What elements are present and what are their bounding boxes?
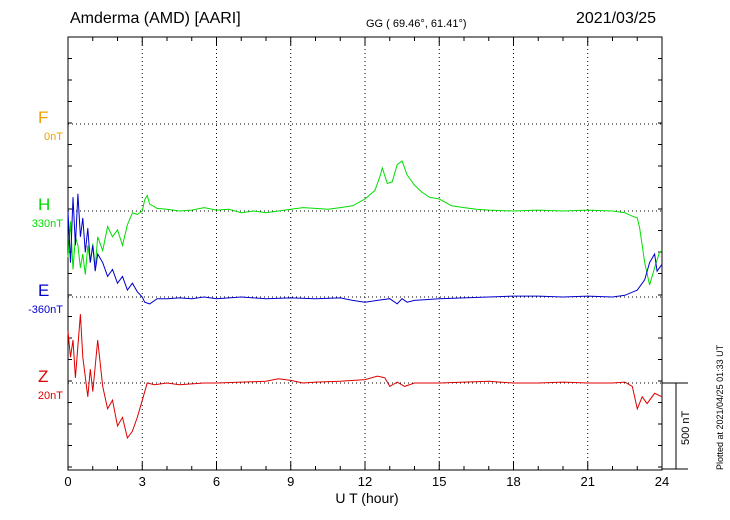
component-z-label: Z	[38, 367, 49, 386]
series-h-line	[67, 160, 663, 286]
component-e-baseline: -360nT	[28, 304, 63, 316]
x-tick-label: 21	[581, 474, 595, 489]
x-tick-label: 24	[655, 474, 669, 489]
x-tick-label: 9	[287, 474, 294, 489]
scale-bar-label: 500 nT	[680, 410, 692, 445]
x-tick-label: 15	[432, 474, 446, 489]
series-z-line	[67, 314, 663, 440]
component-z-baseline: 20nT	[37, 390, 63, 402]
component-h-baseline: 330nT	[31, 218, 63, 230]
component-f-label: F	[38, 108, 49, 127]
x-tick-label: 3	[139, 474, 146, 489]
x-axis-label: U T (hour)	[335, 490, 399, 506]
plot-date: 2021/03/25	[576, 10, 657, 27]
component-f-baseline: 0nT	[44, 131, 63, 143]
x-tick-label: 12	[358, 474, 372, 489]
component-h-label: H	[38, 195, 51, 214]
station-title: Amderma (AMD) [AARI]	[70, 10, 241, 27]
component-e-label: E	[38, 281, 50, 300]
series-e-line	[67, 193, 663, 305]
x-tick-label: 0	[64, 474, 71, 489]
plotted-at-note: Plotted at 2021/04/25 01:33 UT	[715, 344, 725, 470]
x-tick-label: 18	[506, 474, 520, 489]
x-tick-label: 6	[213, 474, 220, 489]
station-coordinates: GG ( 69.46°, 61.41°)	[366, 18, 467, 30]
